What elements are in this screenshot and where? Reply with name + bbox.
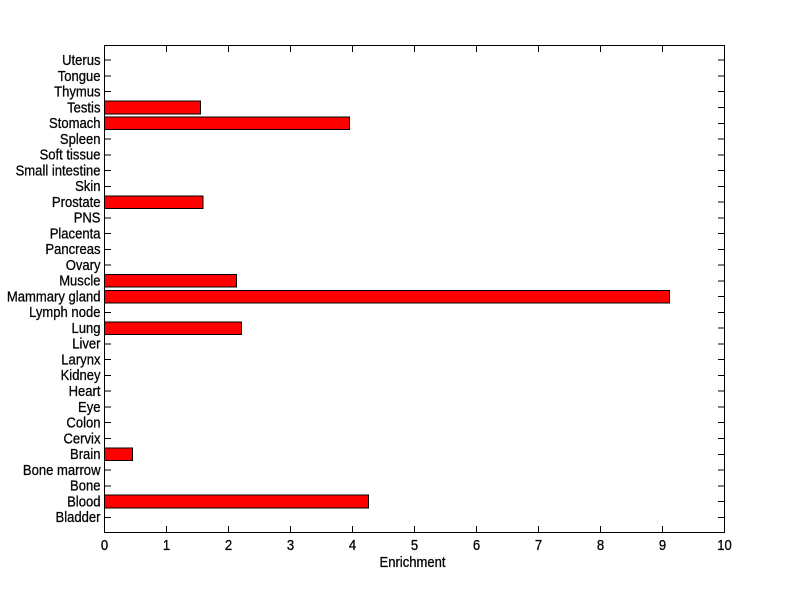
- svg-text:Ovary: Ovary: [66, 257, 101, 274]
- svg-text:Lymph node: Lymph node: [29, 304, 100, 321]
- svg-text:Placenta: Placenta: [50, 225, 101, 242]
- svg-text:Larynx: Larynx: [61, 351, 101, 368]
- svg-text:Colon: Colon: [66, 415, 100, 432]
- svg-text:Blood: Blood: [67, 493, 100, 510]
- svg-text:Liver: Liver: [72, 336, 100, 353]
- svg-text:Mammary gland: Mammary gland: [7, 288, 101, 305]
- svg-text:Thymus: Thymus: [54, 84, 100, 101]
- svg-text:Prostate: Prostate: [52, 194, 101, 211]
- svg-text:Soft tissue: Soft tissue: [40, 147, 101, 164]
- svg-text:5: 5: [411, 537, 418, 554]
- svg-text:9: 9: [659, 537, 666, 554]
- svg-text:8: 8: [597, 537, 604, 554]
- svg-text:Eye: Eye: [78, 399, 101, 416]
- svg-text:Heart: Heart: [69, 383, 102, 400]
- svg-text:Uterus: Uterus: [62, 52, 100, 69]
- svg-text:2: 2: [225, 537, 232, 554]
- svg-text:Tongue: Tongue: [58, 68, 101, 85]
- svg-text:Stomach: Stomach: [49, 115, 101, 132]
- svg-text:Cervix: Cervix: [64, 430, 101, 447]
- svg-text:Brain: Brain: [70, 446, 101, 463]
- svg-text:PNS: PNS: [74, 210, 101, 227]
- svg-text:Spleen: Spleen: [60, 131, 101, 148]
- svg-text:7: 7: [535, 537, 542, 554]
- svg-text:6: 6: [473, 537, 480, 554]
- svg-text:Small intestine: Small intestine: [16, 162, 101, 179]
- svg-text:0: 0: [101, 537, 108, 554]
- svg-text:Skin: Skin: [75, 178, 100, 195]
- svg-text:Enrichment: Enrichment: [380, 554, 447, 571]
- svg-text:3: 3: [287, 537, 294, 554]
- svg-text:Muscle: Muscle: [59, 273, 100, 290]
- svg-text:4: 4: [349, 537, 356, 554]
- svg-text:Lung: Lung: [72, 320, 101, 337]
- svg-text:1: 1: [163, 537, 170, 554]
- svg-text:Testis: Testis: [67, 99, 100, 116]
- svg-text:10: 10: [717, 537, 732, 554]
- svg-text:Pancreas: Pancreas: [45, 241, 100, 258]
- svg-text:Bladder: Bladder: [56, 509, 101, 526]
- svg-text:Bone marrow: Bone marrow: [23, 462, 101, 479]
- svg-text:Kidney: Kidney: [61, 367, 101, 384]
- svg-text:Bone: Bone: [70, 478, 101, 495]
